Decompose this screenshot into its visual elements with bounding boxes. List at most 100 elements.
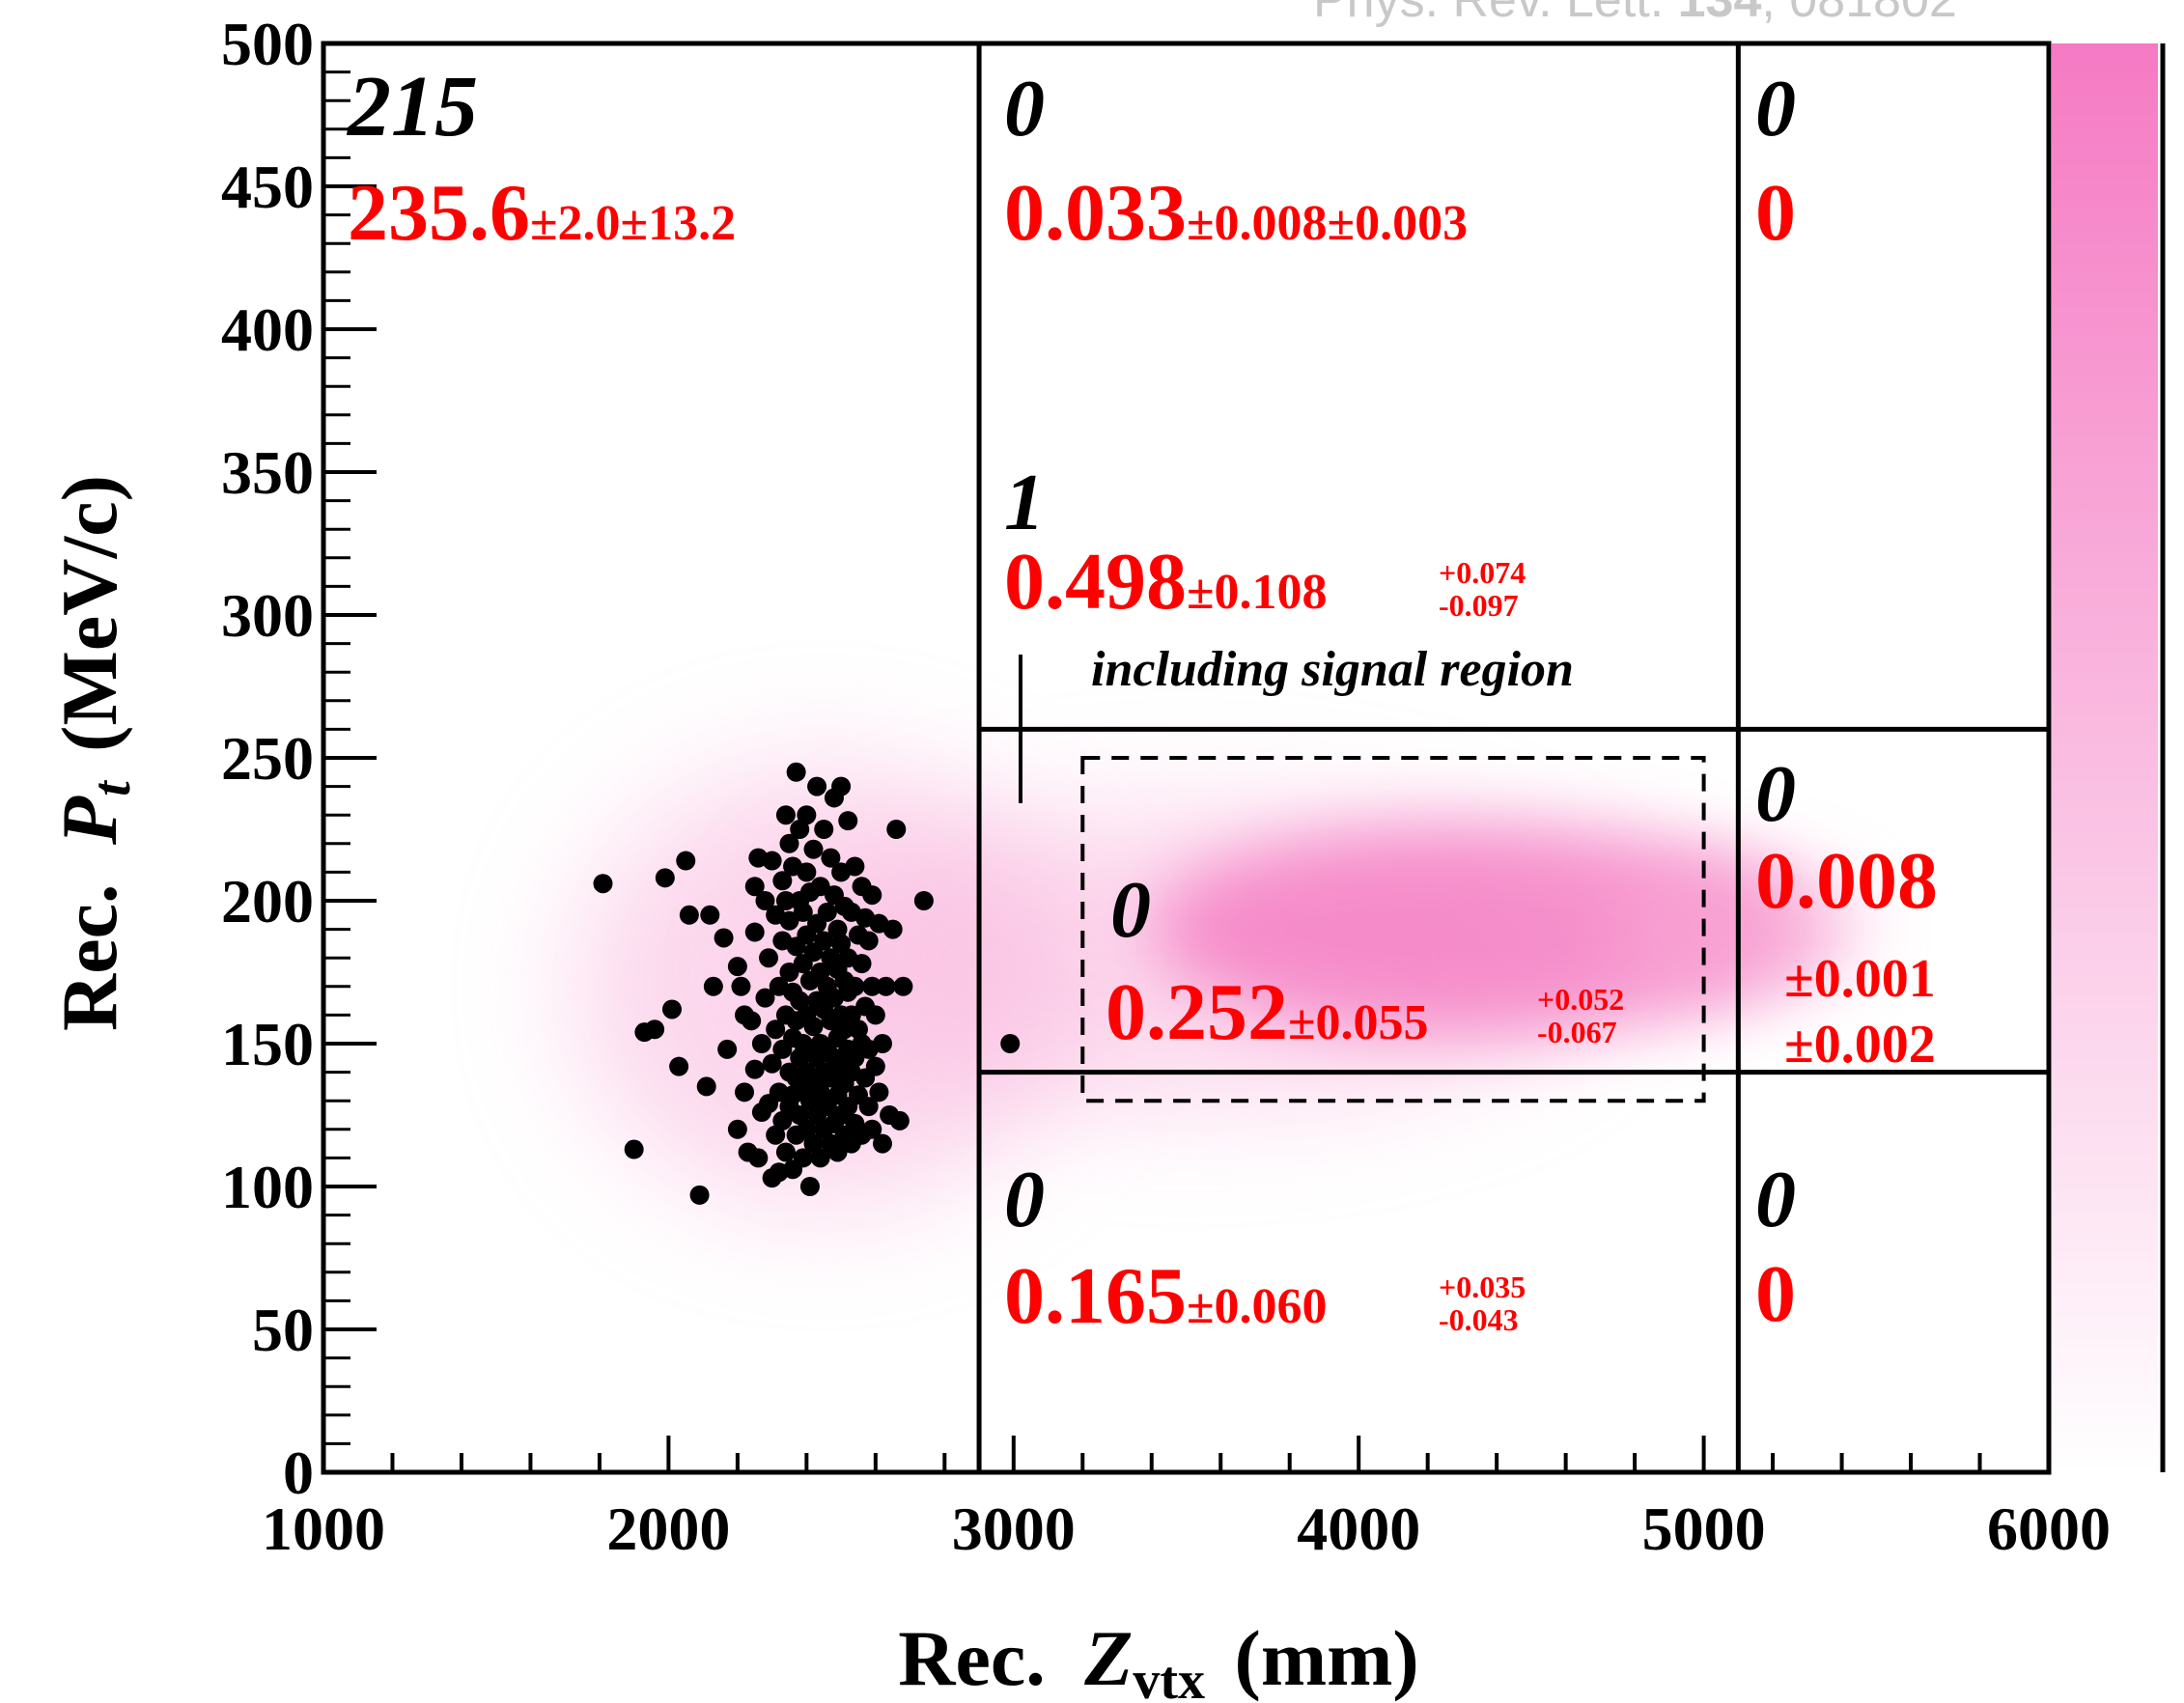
expected-mid-right-sys: ±0.002 xyxy=(1784,1015,1936,1075)
data-point xyxy=(858,1097,879,1117)
data-point xyxy=(669,1056,689,1076)
y-tick-label: 400 xyxy=(221,295,314,364)
y-axis-title: Rec. Pt (MeV/c) xyxy=(45,475,147,1031)
data-point xyxy=(862,976,882,996)
data-point xyxy=(793,1148,813,1168)
data-point xyxy=(679,905,699,925)
y-axis: 0 50 100 150 200 250 300 350 400 450 500 xyxy=(221,10,377,1507)
data-point xyxy=(779,963,799,982)
data-point xyxy=(655,868,675,888)
data-point xyxy=(893,976,913,996)
expected-bottom-mid: 0.165±0.060 xyxy=(1004,1251,1328,1341)
data-point xyxy=(775,891,796,910)
data-point xyxy=(821,848,841,868)
expected-mid-right: 0.008 xyxy=(1755,836,1938,926)
expected-top-mid-stat: ±0.008 xyxy=(1187,196,1328,251)
y-tick-label: 200 xyxy=(221,867,314,935)
data-point xyxy=(766,1125,786,1145)
data-point xyxy=(744,922,765,942)
x-tick-label: 3000 xyxy=(952,1494,1076,1563)
x-axis-title-symbol: Z xyxy=(1083,1614,1133,1702)
x-axis: 1000 2000 3000 4000 5000 6000 xyxy=(262,1436,2111,1563)
expected-bottom-right: 0 xyxy=(1755,1249,1796,1339)
data-point xyxy=(748,1148,769,1168)
data-point xyxy=(886,820,907,839)
expected-mid-mid-stat: ±0.108 xyxy=(1187,565,1328,620)
observed-count-bottom-mid: 0 xyxy=(1004,1155,1045,1244)
expected-top-mid: 0.033±0.008±0.003 xyxy=(1004,168,1468,258)
data-point xyxy=(731,976,751,996)
data-point xyxy=(742,1011,762,1031)
data-point xyxy=(872,1133,892,1154)
expected-signal: 0.252±0.055 xyxy=(1106,967,1429,1057)
data-point xyxy=(676,851,696,871)
data-point xyxy=(913,891,934,910)
data-point xyxy=(865,1056,885,1076)
data-point xyxy=(803,1017,824,1037)
observed-count-top-right: 0 xyxy=(1755,64,1796,154)
expected-mid-mid-sys-down: -0.097 xyxy=(1439,588,1519,623)
data-point xyxy=(779,833,799,853)
density-blob-core xyxy=(1151,823,1808,1036)
data-point xyxy=(661,999,682,1019)
citation-page: , 081802 xyxy=(1761,0,1957,28)
data-point xyxy=(797,862,817,882)
x-axis-title-unit: (mm) xyxy=(1235,1614,1419,1702)
data-point xyxy=(645,1019,665,1040)
data-point xyxy=(714,928,734,948)
data-point xyxy=(790,820,810,839)
data-point xyxy=(766,1019,786,1040)
data-point xyxy=(799,1177,820,1196)
data-point xyxy=(772,871,793,891)
expected-signal-stat: ±0.055 xyxy=(1288,995,1429,1050)
y-tick-label: 350 xyxy=(221,438,314,507)
data-point xyxy=(858,931,879,951)
x-axis-title: Rec. Zvtx (mm) xyxy=(898,1614,1419,1703)
data-point xyxy=(790,1105,810,1125)
signal-region-box xyxy=(1080,756,1706,1103)
data-point xyxy=(807,776,827,796)
data-point xyxy=(869,1082,889,1103)
expected-top-mid-sys: ±0.003 xyxy=(1328,196,1469,251)
data-point xyxy=(624,1139,644,1159)
expected-top-mid-value: 0.033 xyxy=(1004,168,1187,258)
data-point xyxy=(865,1005,885,1025)
expected-left-stat: ±2.0 xyxy=(530,196,621,251)
data-point xyxy=(817,902,837,922)
data-point xyxy=(810,963,830,982)
data-point xyxy=(751,1034,771,1053)
y-tick-label: 300 xyxy=(221,581,314,650)
observed-count-mid-right: 0 xyxy=(1755,749,1796,839)
data-point xyxy=(700,905,720,925)
data-point xyxy=(841,1005,861,1025)
data-point xyxy=(862,885,882,906)
expected-signal-sys-down: -0.067 xyxy=(1537,1015,1617,1049)
expected-bottom-mid-sys-down: -0.043 xyxy=(1439,1302,1519,1337)
citation: Phys. Rev. Lett. 134, 081802 xyxy=(1313,0,1957,29)
data-point xyxy=(727,1119,747,1139)
data-point xyxy=(797,805,817,825)
expected-mid-mid-sys-up: +0.074 xyxy=(1439,555,1526,590)
data-point xyxy=(814,931,834,951)
y-tick-label: 50 xyxy=(252,1296,314,1364)
data-point xyxy=(775,805,796,825)
data-point xyxy=(810,877,830,897)
data-point xyxy=(803,839,824,859)
observed-count-mid-mid: 1 xyxy=(1004,458,1045,547)
y-tick-label: 450 xyxy=(221,153,314,221)
data-point xyxy=(696,1076,716,1097)
data-point xyxy=(827,1142,848,1162)
expected-mid-mid-value: 0.498 xyxy=(1004,537,1187,627)
data-point xyxy=(744,877,765,897)
expected-top-right: 0 xyxy=(1755,168,1796,258)
data-point xyxy=(755,988,775,1008)
x-tick-label: 1000 xyxy=(262,1494,385,1563)
data-point xyxy=(876,976,896,996)
y-axis-title-unit: (MeV/c) xyxy=(45,475,133,752)
x-tick-label: 5000 xyxy=(1642,1494,1766,1563)
observed-count-top-mid: 0 xyxy=(1004,64,1045,154)
data-points xyxy=(593,762,1021,1205)
data-point xyxy=(810,1082,830,1103)
expected-mid-mid: 0.498±0.108 xyxy=(1004,537,1328,627)
data-point xyxy=(786,762,806,782)
